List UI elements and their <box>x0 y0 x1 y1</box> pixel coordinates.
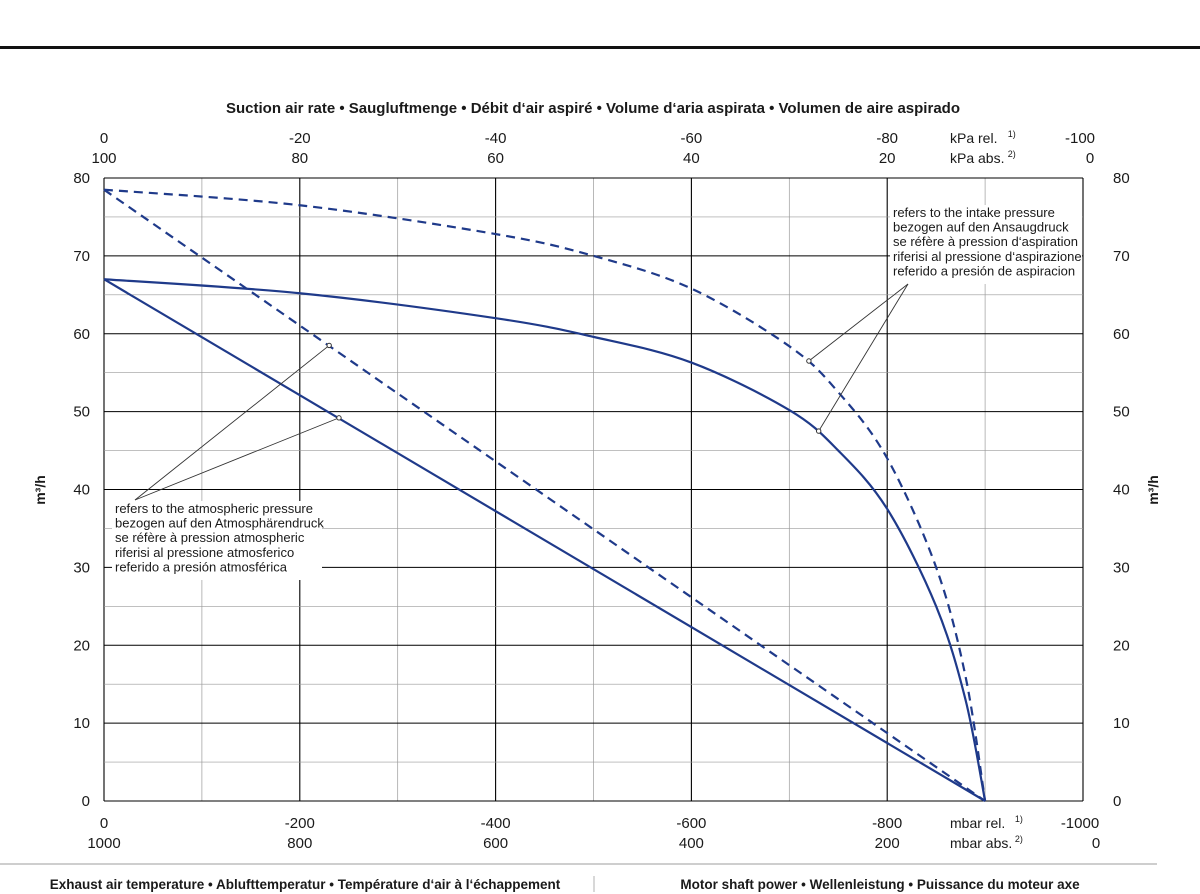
x-axis-kpa-rel-unit: kPa rel. <box>950 130 997 146</box>
y-tick-label-right: 0 <box>1113 793 1121 810</box>
annotation-atmospheric-line: bezogen auf den Atmosphärendruck <box>115 516 324 531</box>
x-tick-label-mbar-rel: -600 <box>676 815 706 832</box>
annotation-intake-line: se réfère à pression d‘aspiration <box>893 234 1078 249</box>
x-tick-label-kpa-abs: 0 <box>1086 150 1094 167</box>
x-tick-label-kpa-rel: -40 <box>485 130 507 147</box>
x-tick-label-kpa-rel: -100 <box>1065 130 1095 147</box>
top-rule <box>0 46 1200 49</box>
y-tick-label-left: 50 <box>73 404 90 421</box>
annotation-intake-marker <box>815 428 822 434</box>
annotation-atmospheric-line: riferisi al pressione atmosferico <box>115 545 294 560</box>
y-tick-label-left: 0 <box>82 793 90 810</box>
x-tick-label-kpa-rel: -80 <box>876 130 898 147</box>
x-tick-label-kpa-rel: -20 <box>289 130 311 147</box>
x-tick-label-kpa-abs: 20 <box>879 150 896 167</box>
annotation-atmospheric-line: referido a presión atmosférica <box>115 559 288 574</box>
y-tick-label-left: 60 <box>73 326 90 343</box>
x-tick-label-kpa-abs: 60 <box>487 150 504 167</box>
annotation-atmospheric-line: refers to the atmospheric pressure <box>115 501 313 516</box>
annotation-atmospheric-leader <box>134 345 330 501</box>
annotation-intake-line: referido a presión de aspiracion <box>893 263 1075 278</box>
chart-title: Suction air rate • Saugluftmenge • Débit… <box>226 100 960 117</box>
x-axis-kpa-rel-unit-note: 1) <box>1008 129 1016 139</box>
y-axis-label-left: m³/h <box>32 475 48 505</box>
annotation-intake-leader <box>808 283 909 362</box>
annotation-atmospheric-line: se réfère à pression atmospheric <box>115 530 305 545</box>
x-tick-label-kpa-abs: 40 <box>683 150 700 167</box>
series-line-2-dashed <box>103 188 987 802</box>
x-tick-label-mbar-abs: 200 <box>875 835 900 852</box>
x-tick-label-mbar-rel: -400 <box>481 815 511 832</box>
series <box>103 188 987 802</box>
x-axis-mbar-rel-unit: mbar rel. <box>950 815 1005 831</box>
y-tick-label-right: 20 <box>1113 637 1130 654</box>
annotation-atmospheric-marker <box>326 342 332 349</box>
x-tick-label-mbar-rel: -200 <box>285 815 315 832</box>
y-tick-label-right: 40 <box>1113 482 1130 499</box>
x-tick-label-mbar-abs: 1000 <box>87 835 120 852</box>
y-tick-label-right: 70 <box>1113 248 1130 265</box>
x-tick-label-mbar-rel: -1000 <box>1061 815 1099 832</box>
annotation-atmospheric-leader <box>134 417 340 501</box>
y-tick-label-left: 40 <box>73 482 90 499</box>
x-axis-mbar-abs-unit: mbar abs. <box>950 835 1012 851</box>
y-tick-label-right: 80 <box>1113 170 1130 187</box>
series-line-3-solid <box>103 278 986 802</box>
annotation-intake-line: bezogen auf den Ansaugdruck <box>893 220 1069 235</box>
x-tick-label-mbar-rel: -800 <box>872 815 902 832</box>
series-line-1-solid <box>103 278 987 802</box>
y-tick-label-right: 30 <box>1113 559 1130 576</box>
y-tick-label-right: 50 <box>1113 404 1130 421</box>
y-tick-label-left: 70 <box>73 248 90 265</box>
annotation-intake-leader <box>818 283 909 432</box>
footer-exhaust-temp: Exhaust air temperature • Ablufttemperat… <box>50 877 561 892</box>
x-axis-mbar-abs-unit-note: 2) <box>1015 834 1023 844</box>
annotation-atmospheric-bg <box>112 501 322 580</box>
y-axis-label-right: m³/h <box>1145 475 1161 505</box>
x-tick-label-mbar-rel: 0 <box>100 815 108 832</box>
annotation-intake-line: riferisi al pressione d‘aspirazione <box>893 249 1082 264</box>
x-tick-label-mbar-abs: 800 <box>287 835 312 852</box>
annotation-intake-line: refers to the intake pressure <box>893 205 1055 220</box>
grid <box>103 177 1084 802</box>
y-tick-label-right: 10 <box>1113 715 1130 732</box>
x-tick-label-mbar-abs: 600 <box>483 835 508 852</box>
x-tick-label-mbar-abs: 400 <box>679 835 704 852</box>
annotation-intake-bg <box>890 205 1082 284</box>
x-axis-kpa-abs-unit: kPa abs. <box>950 150 1004 166</box>
series-line-4-dashed <box>103 188 986 802</box>
y-tick-label-left: 20 <box>73 637 90 654</box>
x-tick-label-mbar-abs: 0 <box>1092 835 1100 852</box>
x-tick-label-kpa-abs: 80 <box>291 150 308 167</box>
y-tick-label-right: 60 <box>1113 326 1130 343</box>
annotation-intake-marker <box>806 358 812 364</box>
x-tick-label-kpa-rel: 0 <box>100 130 108 147</box>
footer-motor-power: Motor shaft power • Wellenleistung • Pui… <box>680 877 1080 892</box>
x-tick-label-kpa-rel: -60 <box>681 130 703 147</box>
x-tick-label-kpa-abs: 100 <box>91 150 116 167</box>
x-axis-mbar-rel-unit-note: 1) <box>1015 814 1023 824</box>
tick-labels: 010000100-200800-2080-400600-4060-600400… <box>73 129 1129 852</box>
annotation-atmospheric-marker <box>336 415 342 421</box>
y-tick-label-left: 80 <box>73 170 90 187</box>
y-tick-label-left: 10 <box>73 715 90 732</box>
y-tick-label-left: 30 <box>73 559 90 576</box>
x-axis-kpa-abs-unit-note: 2) <box>1008 149 1016 159</box>
